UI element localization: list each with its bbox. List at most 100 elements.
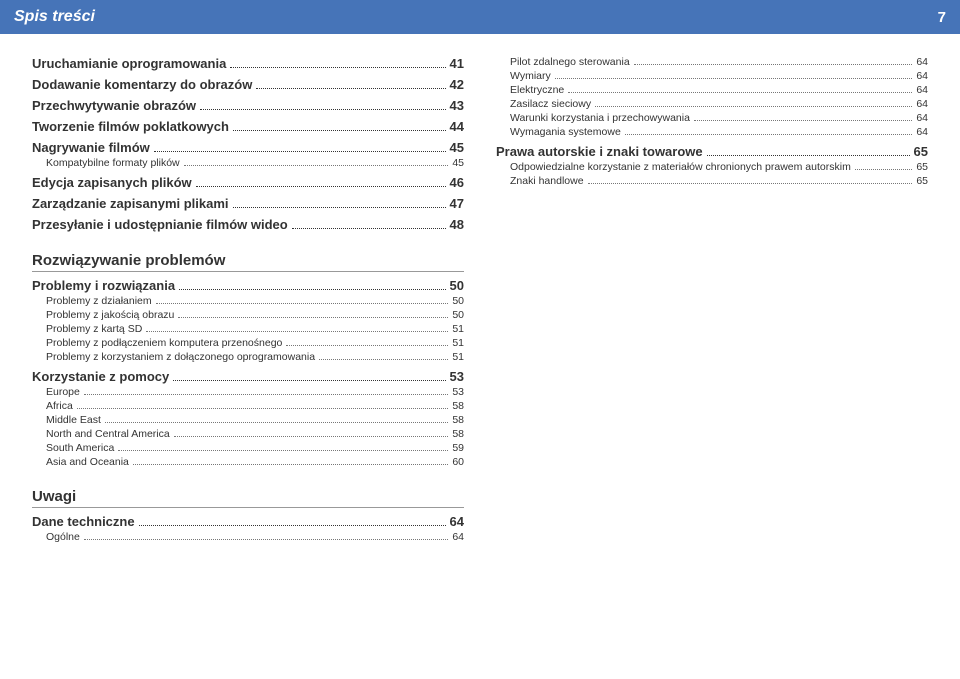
toc-entry: Africa58 [32,400,464,412]
toc-entry: Middle East 58 [32,414,464,426]
toc-entry-page: 64 [452,531,464,543]
toc-entry-page: 58 [452,414,464,426]
toc-entry: Tworzenie filmów poklatkowych 44 [32,119,464,134]
toc-entry: Problemy z działaniem50 [32,295,464,307]
toc-leader-dots [179,281,445,290]
toc-entry: Dodawanie komentarzy do obrazów 42 [32,77,464,92]
toc-entry-label: Zarządzanie zapisanymi plikami [32,196,229,211]
toc-entry-label: Korzystanie z pomocy [32,369,169,384]
toc-group-problems: Problemy i rozwiązania 50 Problemy z dział… [32,278,464,468]
toc-entry-page: 64 [916,70,928,82]
toc-leader-dots [595,100,912,107]
toc-entry-label: Asia and Oceania [46,456,129,468]
toc-entry-label: Ogólne [46,531,80,543]
toc-leader-dots [156,297,449,304]
toc-leader-dots [568,86,912,93]
toc-entry-label: Prawa autorskie i znaki towarowe [496,144,703,159]
toc-entry-label: Dodawanie komentarzy do obrazów [32,77,252,92]
toc-entry-page: 53 [450,369,464,384]
toc-leader-dots [178,311,448,318]
toc-leader-dots [105,416,448,423]
toc-entry-page: 51 [452,337,464,349]
toc-entry-label: South America [46,442,114,454]
toc-entry-page: 64 [916,98,928,110]
toc-entry: Wymiary 64 [496,70,928,82]
toc-entry-label: Przechwytywanie obrazów [32,98,196,113]
toc-entry-page: 45 [452,157,464,169]
toc-entry-page: 43 [450,98,464,113]
toc-entry-label: Odpowiedzialne korzystanie z materiałów … [510,161,851,173]
toc-entry-label: Pilot zdalnego sterowania [510,56,630,68]
toc-entry: Asia and Oceania60 [32,456,464,468]
toc-entry-label: Problemy i rozwiązania [32,278,175,293]
toc-entry-label: Tworzenie filmów poklatkowych [32,119,229,134]
toc-entry-page: 47 [450,196,464,211]
toc-entry-label: Europe [46,386,80,398]
toc-leader-dots [118,444,448,451]
toc-entry-page: 64 [916,126,928,138]
toc-entry-label: Przesyłanie i udostępnianie filmów wideo [32,217,288,232]
toc-leader-dots [634,58,913,65]
toc-leader-dots [230,59,445,68]
toc-leader-dots [555,72,913,79]
toc-group-notes: Dane techniczne64 Ogólne 64 [32,514,464,543]
toc-entry-label: Problemy z korzystaniem z dołączonego op… [46,351,315,363]
toc-entry-page: 64 [916,56,928,68]
toc-leader-dots [173,372,445,381]
toc-entry: Przechwytywanie obrazów 43 [32,98,464,113]
toc-entry: Elektryczne64 [496,84,928,96]
toc-entry-page: 65 [916,175,928,187]
toc-column-left: Uruchamianie oprogramowania41Dodawanie k… [32,56,464,543]
toc-leader-dots [319,353,448,360]
toc-column-right: Pilot zdalnego sterowania 64 Wymiary 64 Elek… [496,56,928,543]
toc-entry-label: Middle East [46,414,101,426]
toc-entry: Zarządzanie zapisanymi plikami 47 [32,196,464,211]
toc-entry: South America 59 [32,442,464,454]
toc-entry: Znaki handlowe65 [496,175,928,187]
toc-entry: Odpowiedzialne korzystanie z materiałów … [496,161,928,173]
toc-entry-page: 59 [452,442,464,454]
toc-entry-label: Warunki korzystania i przechowywania [510,112,690,124]
toc-leader-dots [694,114,912,121]
toc-entry-label: Problemy z działaniem [46,295,152,307]
toc-entry-label: Kompatybilne formaty plików [46,157,180,169]
toc-entry: Problemy z jakością obrazu 50 [32,309,464,321]
toc-entry-page: 50 [452,309,464,321]
toc-entry-page: 64 [916,112,928,124]
toc-content: Uruchamianie oprogramowania41Dodawanie k… [0,34,960,553]
toc-entry: Europe53 [32,386,464,398]
toc-leader-dots [84,533,448,540]
toc-leader-dots [256,80,445,89]
toc-entry: Korzystanie z pomocy 53 [32,369,464,384]
toc-leader-dots [625,128,913,135]
toc-entry-page: 44 [450,119,464,134]
toc-entry-page: 42 [450,77,464,92]
toc-entry: Problemy z kartą SD51 [32,323,464,335]
toc-entry-page: 51 [452,351,464,363]
toc-leader-dots [184,159,449,166]
toc-entry-label: Edycja zapisanych plików [32,175,192,190]
header-page-number: 7 [938,9,946,26]
toc-entry-label: Wymiary [510,70,551,82]
toc-entry-label: Problemy z jakością obrazu [46,309,174,321]
toc-entry-label: Problemy z podłączeniem komputera przeno… [46,337,282,349]
toc-entry: Zasilacz sieciowy 64 [496,98,928,110]
toc-entry-label: Dane techniczne [32,514,135,529]
toc-entry-page: 51 [452,323,464,335]
toc-entry: Ogólne 64 [32,531,464,543]
toc-entry: Przesyłanie i udostępnianie filmów wideo… [32,217,464,232]
toc-leader-dots [286,339,448,346]
toc-entry-label: Africa [46,400,73,412]
toc-leader-dots [588,177,913,184]
toc-entry-page: 41 [450,56,464,71]
toc-leader-dots [139,517,446,526]
toc-entry: Dane techniczne64 [32,514,464,529]
toc-entry-label: Zasilacz sieciowy [510,98,591,110]
toc-leader-dots [292,220,446,229]
header-title: Spis treści [14,8,95,26]
toc-entry-label: Elektryczne [510,84,564,96]
toc-leader-dots [855,163,912,170]
toc-entry-page: 65 [916,161,928,173]
toc-entry: Pilot zdalnego sterowania 64 [496,56,928,68]
toc-entry: Wymagania systemowe64 [496,126,928,138]
